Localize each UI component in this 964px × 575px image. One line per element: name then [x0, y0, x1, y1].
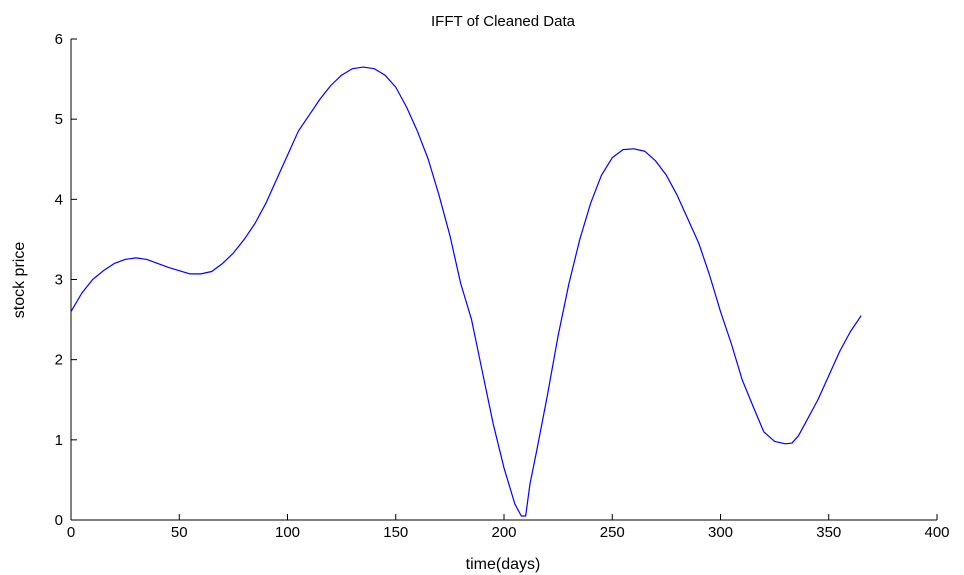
y-tick-label: 0 — [55, 512, 63, 529]
series-line-1 — [70, 66, 862, 517]
ticks: 0 50 100 150 200 250 300 350 400 0 1 2 3 4 5 6 — [55, 31, 950, 541]
y-axis-label: stock price — [11, 242, 28, 319]
x-tick-label: 150 — [383, 524, 408, 541]
y-tick-label: 2 — [55, 352, 63, 369]
y-tick-label: 4 — [55, 191, 63, 208]
y-tick-label: 1 — [55, 432, 63, 449]
x-tick-label: 400 — [924, 524, 949, 541]
x-tick-label: 200 — [491, 524, 516, 541]
chart-title: IFFT of Cleaned Data — [431, 13, 576, 30]
x-tick-label: 350 — [816, 524, 841, 541]
x-tick-label: 50 — [171, 524, 188, 541]
y-tick-label: 5 — [55, 111, 63, 128]
y-tick-label: 6 — [55, 31, 63, 48]
x-tick-label: 100 — [275, 524, 300, 541]
y-tick-label: 3 — [55, 272, 63, 289]
x-tick-label: 300 — [708, 524, 733, 541]
x-tick-label: 250 — [600, 524, 625, 541]
x-tick-label: 0 — [67, 524, 75, 541]
axes — [70, 39, 937, 521]
series — [70, 66, 862, 517]
x-axis-label: time(days) — [466, 556, 541, 573]
